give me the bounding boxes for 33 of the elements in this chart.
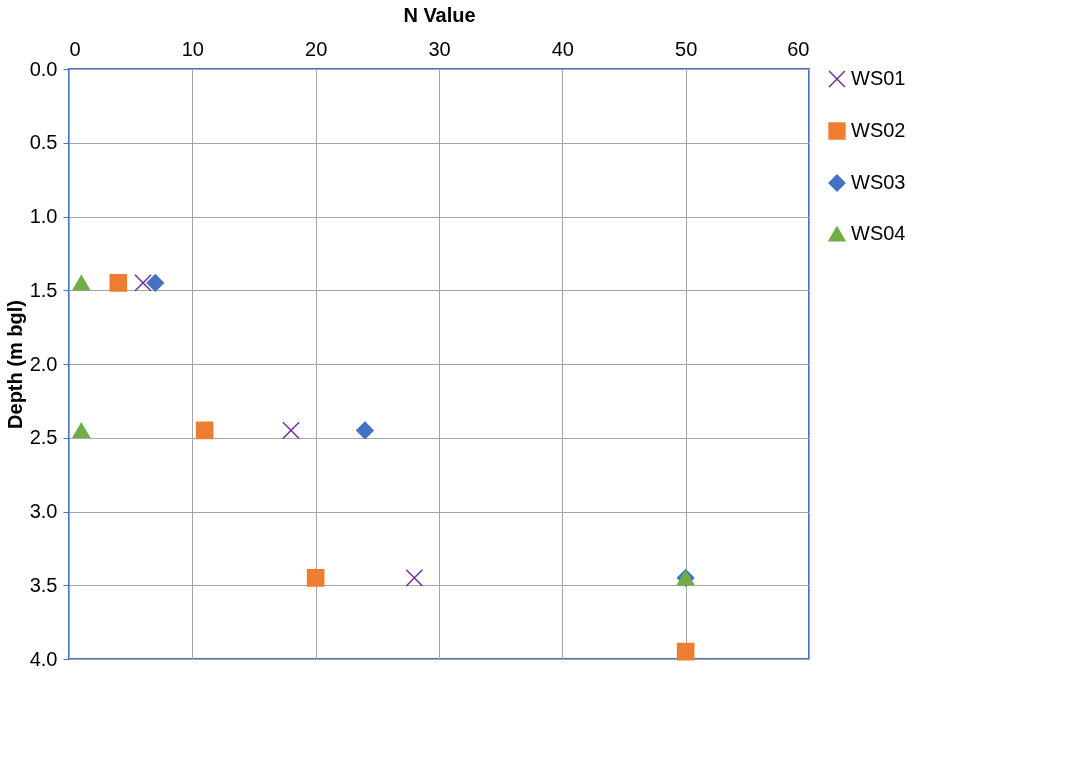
point xyxy=(195,421,214,440)
point xyxy=(306,569,325,587)
legend-label: WS04 xyxy=(851,222,906,244)
x-tick-label: 10 xyxy=(181,37,204,60)
point xyxy=(72,275,91,291)
point xyxy=(282,421,300,440)
y-tick-label: 3.5 xyxy=(29,573,58,596)
y-tick-label: 1.0 xyxy=(29,205,58,227)
x-tick-label: 20 xyxy=(305,37,328,60)
x-tick-label: 40 xyxy=(551,37,574,60)
x-tick-label: 60 xyxy=(787,37,810,60)
legend-label: WS02 xyxy=(851,119,906,141)
y-axis-title: Depth (m bgl) xyxy=(3,300,26,429)
y-tick-label: 2.5 xyxy=(29,426,58,449)
point xyxy=(146,274,165,292)
point xyxy=(676,642,695,661)
y-tick-label: 4.0 xyxy=(29,647,58,670)
y-tick-label: 0.5 xyxy=(29,131,58,154)
point xyxy=(134,274,152,292)
y-tick-label: 0.0 xyxy=(29,57,58,80)
legend-label: WS03 xyxy=(851,171,906,193)
point xyxy=(356,421,374,440)
y-tick-label: 3.0 xyxy=(29,500,58,522)
x-axis-title: N Value xyxy=(403,3,476,26)
y-tick-label: 1.5 xyxy=(29,278,58,301)
point xyxy=(405,569,424,587)
y-tick-label: 2.0 xyxy=(29,352,58,375)
point xyxy=(109,274,128,292)
legend-label: WS01 xyxy=(851,67,906,89)
x-tick-label: 50 xyxy=(675,37,698,60)
x-tick-label: 0 xyxy=(69,37,81,60)
x-tick-label: 30 xyxy=(428,37,451,60)
point xyxy=(72,422,91,439)
